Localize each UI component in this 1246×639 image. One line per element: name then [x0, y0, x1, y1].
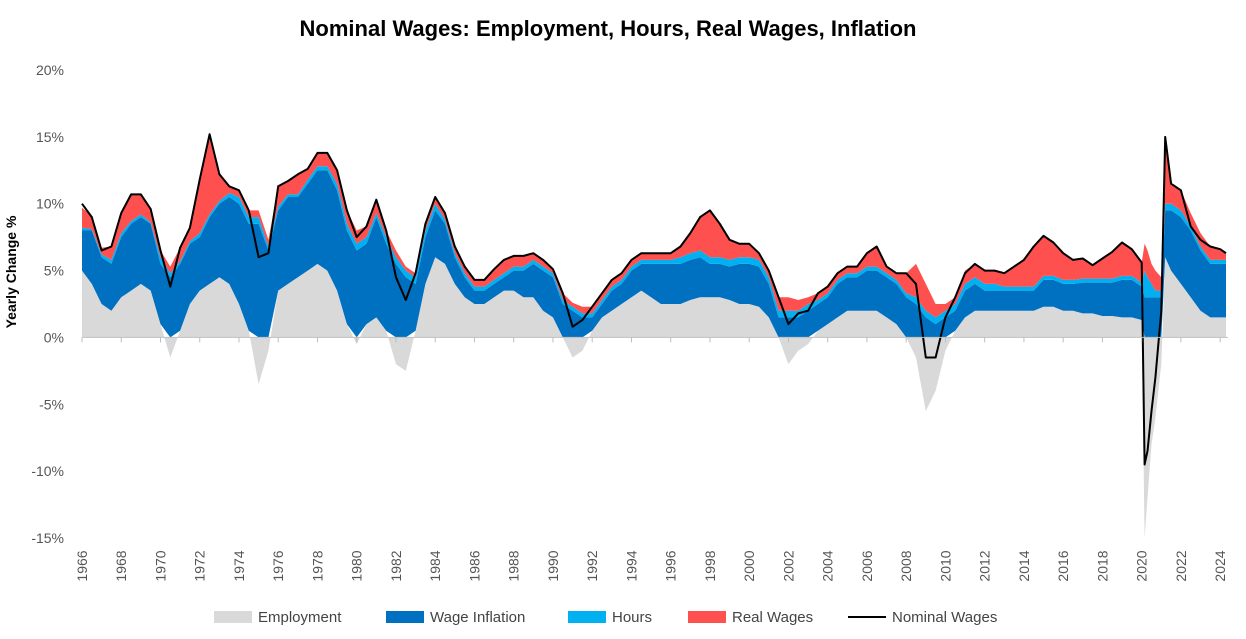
legend-label: Hours: [612, 609, 652, 626]
x-tick-label: 2014: [1016, 550, 1032, 581]
y-tick-label: -15%: [31, 530, 64, 546]
legend-label: Wage Inflation: [430, 609, 525, 626]
y-axis-label: Yearly Change %: [3, 215, 19, 328]
x-tick-label: 1998: [702, 550, 718, 581]
legend-swatch: [688, 611, 726, 623]
legend-label: Nominal Wages: [892, 609, 997, 626]
x-tick-label: 1972: [192, 550, 208, 581]
x-tick-label: 2022: [1173, 550, 1189, 581]
x-tick-label: 2018: [1094, 550, 1110, 581]
x-tick-label: 2016: [1055, 550, 1071, 581]
plot-areas: [82, 134, 1226, 538]
y-tick-label: -10%: [31, 463, 64, 479]
legend-swatch: [214, 611, 252, 623]
legend-swatch: [568, 611, 606, 623]
x-axis: 1966 1968 1970 1972 1974 1976 1978 1980 1982 1984…: [74, 337, 1228, 581]
y-tick-label: -5%: [39, 396, 64, 412]
legend: Employment Wage Inflation Hours Real Wages N…: [214, 609, 997, 626]
x-tick-label: 2000: [741, 550, 757, 581]
x-tick-label: 1984: [427, 550, 443, 581]
legend-label: Real Wages: [732, 609, 813, 626]
x-tick-label: 2002: [780, 550, 796, 581]
x-tick-label: 1994: [623, 550, 639, 581]
x-tick-label: 1976: [270, 550, 286, 581]
x-tick-label: 2020: [1134, 550, 1150, 581]
legend-swatch: [386, 611, 424, 623]
x-tick-label: 1988: [506, 550, 522, 581]
y-axis: 20% 15% 10% 5% 0% -5% -10% -15%: [31, 62, 64, 546]
legend-label: Employment: [258, 609, 342, 626]
x-tick-label: 2024: [1212, 550, 1228, 581]
x-tick-label: 1992: [584, 550, 600, 581]
y-tick-label: 5%: [44, 263, 64, 279]
x-tick-label: 1990: [545, 550, 561, 581]
y-tick-label: 15%: [36, 129, 64, 145]
x-tick-label: 1974: [231, 550, 247, 581]
x-tick-label: 1982: [388, 550, 404, 581]
chart-title: Nominal Wages: Employment, Hours, Real W…: [300, 16, 917, 41]
x-tick-label: 1996: [663, 550, 679, 581]
x-tick-label: 2004: [820, 550, 836, 581]
x-tick-label: 1968: [113, 550, 129, 581]
x-tick-label: 2006: [859, 550, 875, 581]
x-tick-label: 2008: [898, 550, 914, 581]
x-tick-label: 2012: [977, 550, 993, 581]
x-tick-label: 2010: [937, 550, 953, 581]
x-tick-label: 1966: [74, 550, 90, 581]
y-tick-label: 0%: [44, 329, 64, 345]
x-tick-label: 1986: [466, 550, 482, 581]
x-tick-label: 1980: [349, 550, 365, 581]
y-tick-label: 20%: [36, 62, 64, 78]
x-tick-label: 1978: [309, 550, 325, 581]
y-tick-label: 10%: [36, 196, 64, 212]
x-tick-label: 1970: [152, 550, 168, 581]
